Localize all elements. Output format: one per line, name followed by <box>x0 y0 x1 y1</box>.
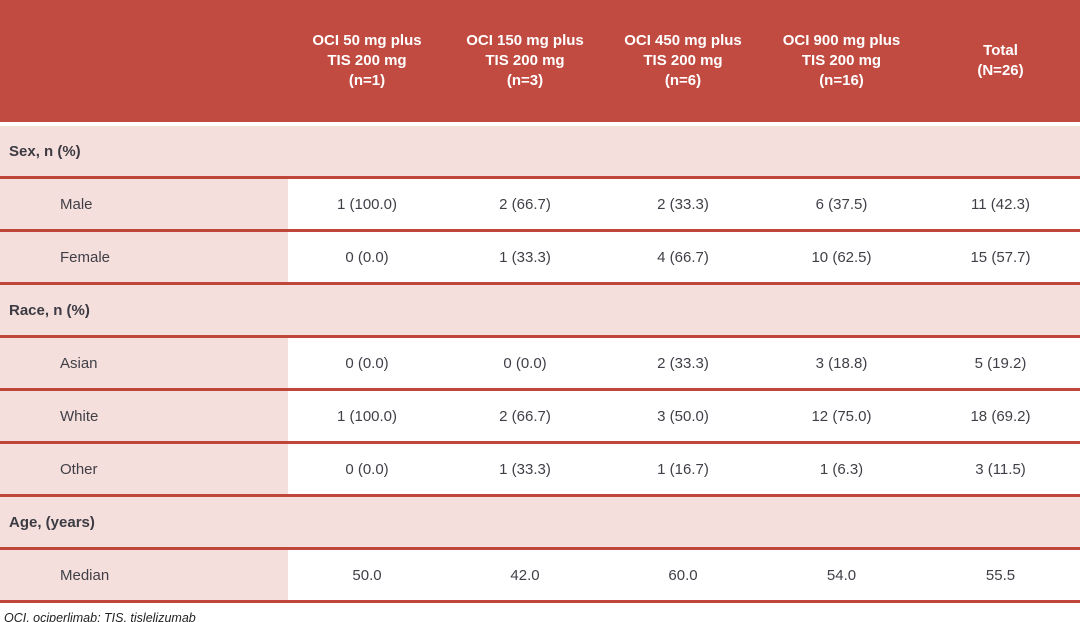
row-label: White <box>0 389 288 444</box>
cell-value: 2 (66.7) <box>446 389 604 444</box>
table-row-female: Female 0 (0.0) 1 (33.3) 4 (66.7) 10 (62.… <box>0 230 1080 285</box>
table-row-median: Median 50.0 42.0 60.0 54.0 55.5 <box>0 548 1080 603</box>
cell-value: 11 (42.3) <box>921 177 1080 232</box>
row-label: Median <box>0 548 288 603</box>
cell-value: 3 (11.5) <box>921 442 1080 497</box>
cell-value: 5 (19.2) <box>921 336 1080 391</box>
cell-value: 55.5 <box>921 548 1080 603</box>
cell-value: 3 (50.0) <box>604 389 762 444</box>
cell-value: 3 (18.8) <box>762 336 921 391</box>
row-label: Other <box>0 442 288 497</box>
section-row-age: Age, (years) <box>0 495 1080 550</box>
cell-value: 12 (75.0) <box>762 389 921 444</box>
cell-value: 42.0 <box>446 548 604 603</box>
row-label: Female <box>0 230 288 285</box>
table-row-white: White 1 (100.0) 2 (66.7) 3 (50.0) 12 (75… <box>0 389 1080 444</box>
section-title: Sex, n (%) <box>0 124 1080 179</box>
cell-value: 1 (16.7) <box>604 442 762 497</box>
cell-value: 0 (0.0) <box>288 442 446 497</box>
table-row-asian: Asian 0 (0.0) 0 (0.0) 2 (33.3) 3 (18.8) … <box>0 336 1080 391</box>
section-title: Age, (years) <box>0 495 1080 550</box>
cell-value: 2 (33.3) <box>604 336 762 391</box>
row-label: Male <box>0 177 288 232</box>
section-row-race: Race, n (%) <box>0 283 1080 338</box>
table-row-other: Other 0 (0.0) 1 (33.3) 1 (16.7) 1 (6.3) … <box>0 442 1080 497</box>
cell-value: 0 (0.0) <box>288 336 446 391</box>
header-cell-oci150: OCI 150 mg plus TIS 200 mg (n=3) <box>446 0 604 126</box>
header-row: OCI 50 mg plus TIS 200 mg (n=1) OCI 150 … <box>0 0 1080 126</box>
header-cell-oci450: OCI 450 mg plus TIS 200 mg (n=6) <box>604 0 762 126</box>
cell-value: 18 (69.2) <box>921 389 1080 444</box>
cell-value: 1 (6.3) <box>762 442 921 497</box>
cell-value: 1 (33.3) <box>446 442 604 497</box>
cell-value: 1 (100.0) <box>288 177 446 232</box>
header-cell-empty <box>0 0 288 126</box>
section-title: Race, n (%) <box>0 283 1080 338</box>
cell-value: 1 (100.0) <box>288 389 446 444</box>
row-label: Asian <box>0 336 288 391</box>
cell-value: 60.0 <box>604 548 762 603</box>
cell-value: 0 (0.0) <box>288 230 446 285</box>
cell-value: 2 (66.7) <box>446 177 604 232</box>
cell-value: 4 (66.7) <box>604 230 762 285</box>
footnote: OCI, ociperlimab; TIS, tislelizumab <box>4 611 196 622</box>
table-row-male: Male 1 (100.0) 2 (66.7) 2 (33.3) 6 (37.5… <box>0 177 1080 232</box>
header-cell-oci900: OCI 900 mg plus TIS 200 mg (n=16) <box>762 0 921 126</box>
header-cell-total: Total (N=26) <box>921 0 1080 126</box>
demographics-table: OCI 50 mg plus TIS 200 mg (n=1) OCI 150 … <box>0 0 1080 603</box>
cell-value: 6 (37.5) <box>762 177 921 232</box>
cell-value: 54.0 <box>762 548 921 603</box>
header-cell-oci50: OCI 50 mg plus TIS 200 mg (n=1) <box>288 0 446 126</box>
cell-value: 10 (62.5) <box>762 230 921 285</box>
cell-value: 50.0 <box>288 548 446 603</box>
cell-value: 15 (57.7) <box>921 230 1080 285</box>
section-row-sex: Sex, n (%) <box>0 124 1080 179</box>
cell-value: 2 (33.3) <box>604 177 762 232</box>
cell-value: 1 (33.3) <box>446 230 604 285</box>
cell-value: 0 (0.0) <box>446 336 604 391</box>
